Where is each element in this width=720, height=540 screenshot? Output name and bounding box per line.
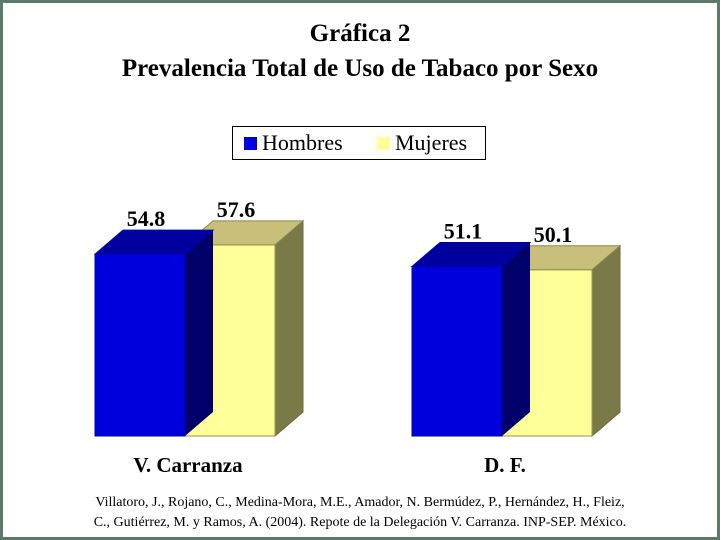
legend-item-mujeres: Mujeres [377, 127, 467, 159]
bar-top-mujeres-0 [183, 220, 305, 246]
value-label-mujeres-0: 57.6 [217, 197, 256, 222]
bar-side-hombres-0 [185, 230, 213, 436]
legend-label-hombres: Hombres [262, 130, 343, 155]
bar-hombres-1 [411, 265, 503, 437]
value-label-hombres-0: 54.8 [127, 206, 166, 231]
chart-subtitle: Prevalencia Total de Uso de Tabaco por S… [121, 55, 599, 82]
value-label-hombres-1: 51.1 [444, 218, 483, 243]
category-label-1: D. F. [484, 453, 526, 477]
source-line-2: C., Gutiérrez, M. y Ramos, A. (2004). Re… [93, 515, 627, 530]
bar-top-hombres-0 [93, 229, 215, 255]
bar-side-hombres-1 [502, 242, 530, 436]
bar-hombres-0 [94, 253, 186, 437]
bar-side-mujeres-1 [591, 244, 621, 438]
legend-swatch-mujeres [377, 136, 390, 150]
bar-top-hombres-1 [410, 241, 532, 267]
chart-title: Gráfica 2 [309, 20, 411, 47]
category-label-0: V. Carranza [133, 453, 243, 477]
legend-label-mujeres: Mujeres [395, 130, 468, 155]
bar-side-mujeres-0 [274, 219, 304, 438]
legend-item-hombres: Hombres [244, 127, 343, 159]
legend: Hombres Mujeres [232, 126, 486, 160]
source-line-1: Villatoro, J., Rojano, C., Medina-Mora, … [95, 495, 625, 510]
source-citation: Villatoro, J., Rojano, C., Medina-Mora, … [20, 493, 700, 533]
legend-swatch-hombres [244, 136, 257, 150]
value-label-mujeres-1: 50.1 [534, 222, 573, 247]
